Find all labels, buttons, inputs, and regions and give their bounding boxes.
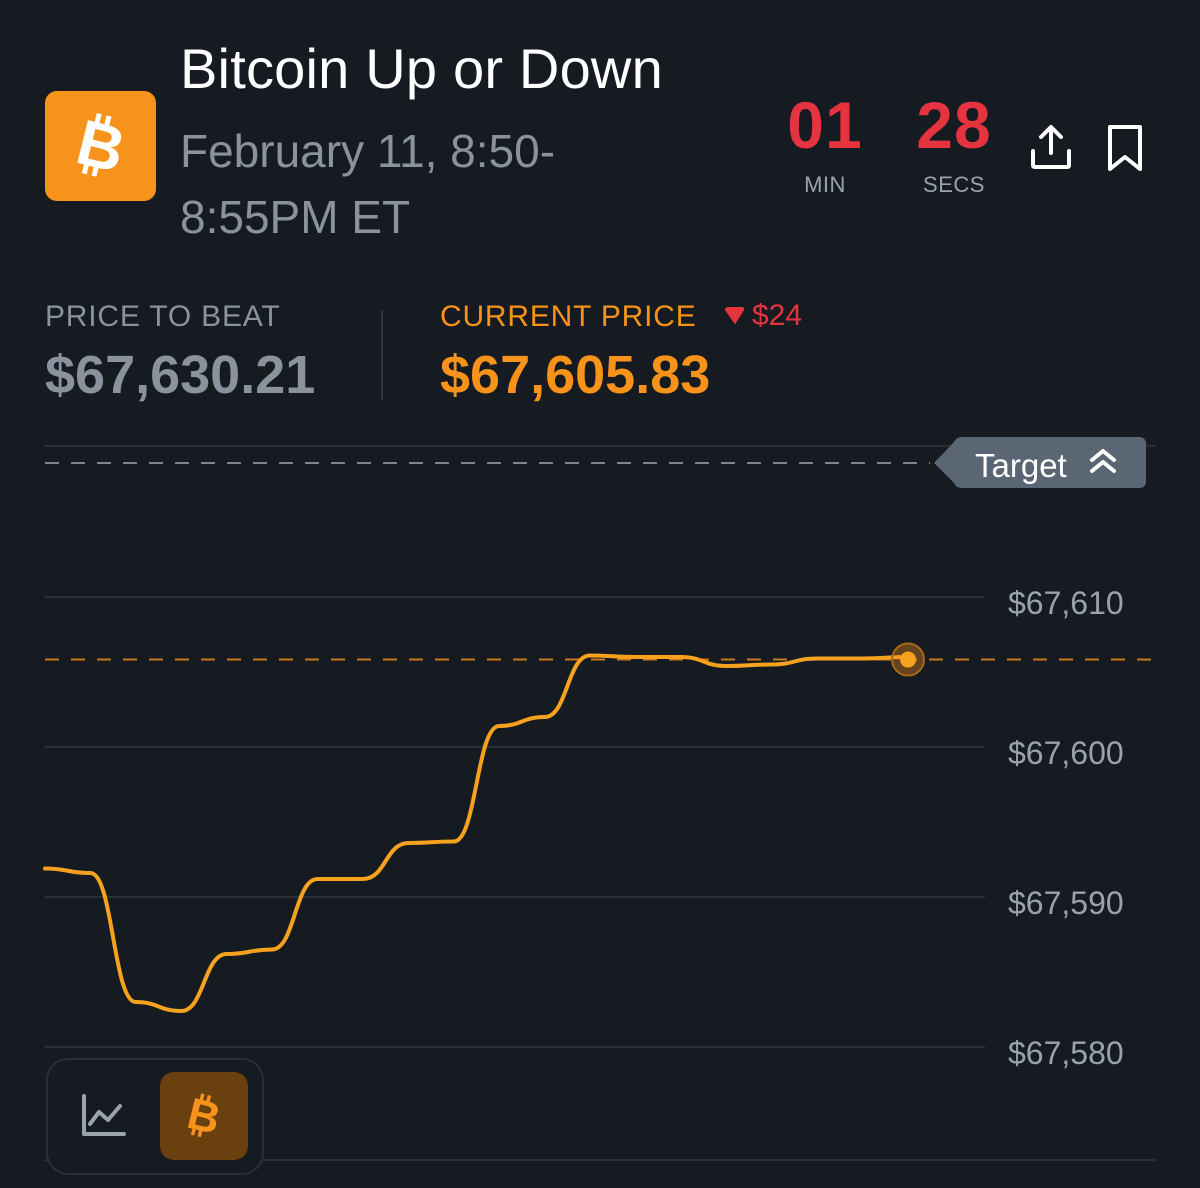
price-delta: $24 <box>724 299 802 333</box>
bitcoin-chart-toggle-button[interactable]: B <box>160 1072 248 1160</box>
seconds-value: 28 <box>916 88 992 162</box>
current-price-value: $67,605.83 <box>440 345 711 405</box>
minutes-label: MIN <box>804 172 846 197</box>
price-to-beat-value: $67,630.21 <box>45 345 316 405</box>
bitcoin-logo: B <box>45 91 156 201</box>
market-date: February 11, 8:50-8:55PM ET <box>180 125 556 243</box>
stats-divider <box>381 310 383 400</box>
y-tick-label: $67,610 <box>1008 585 1124 621</box>
market-title: Bitcoin Up or Down <box>180 37 663 100</box>
price-delta-value: $24 <box>752 299 803 332</box>
y-tick-label: $67,600 <box>1008 735 1124 771</box>
price-line <box>43 653 910 1013</box>
svg-text:B: B <box>183 1092 226 1140</box>
y-tick-label: $67,590 <box>1008 885 1124 921</box>
price-to-beat-label: PRICE TO BEAT <box>45 300 281 333</box>
current-point <box>900 651 916 668</box>
y-tick-label: $67,580 <box>1008 1035 1124 1071</box>
line-chart-icon[interactable] <box>78 1090 130 1142</box>
double-chevron-up-icon <box>1090 449 1116 473</box>
bookmark-icon[interactable] <box>1102 123 1148 173</box>
minutes-value: 01 <box>787 88 863 162</box>
seconds-label: SECS <box>923 172 985 197</box>
countdown-minutes: 01 MIN <box>780 92 870 198</box>
target-label: Target <box>975 447 1067 484</box>
triangle-down-icon <box>725 307 745 324</box>
bitcoin-icon: B <box>183 1092 226 1140</box>
countdown-seconds: 28 SECS <box>908 92 1000 198</box>
share-upload-icon[interactable] <box>1028 123 1074 173</box>
current-price-label: CURRENT PRICE <box>440 300 697 333</box>
bitcoin-icon: B <box>69 111 131 181</box>
target-tag[interactable] <box>930 436 1147 489</box>
